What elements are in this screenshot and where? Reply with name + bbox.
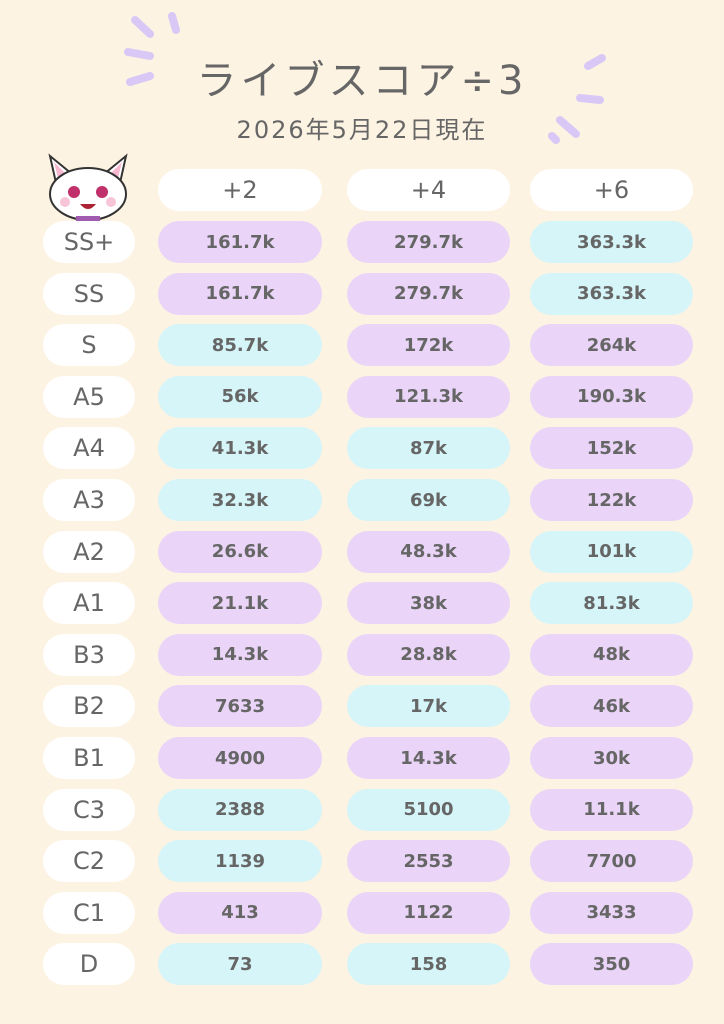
score-cell: 279.7k bbox=[347, 272, 510, 315]
score-cell: 2388 bbox=[158, 788, 322, 831]
row-label: A2 bbox=[43, 530, 135, 573]
score-cell: 363.3k bbox=[530, 272, 693, 315]
score-cell: 350 bbox=[530, 943, 693, 986]
score-cell: 101k bbox=[530, 530, 693, 573]
score-cell: 161.7k bbox=[158, 221, 322, 263]
row-label: S bbox=[43, 324, 135, 367]
subtitle: 2026年5月22日現在 bbox=[236, 116, 488, 144]
score-cell: 14.3k bbox=[347, 737, 510, 779]
score-cell: 413 bbox=[158, 891, 322, 934]
score-cell: 30k bbox=[530, 737, 693, 779]
score-cell: 38k bbox=[347, 582, 510, 625]
score-cell: 158 bbox=[347, 943, 510, 986]
score-cell: 122k bbox=[530, 479, 693, 521]
score-cell: 48k bbox=[530, 633, 693, 676]
row-label: B3 bbox=[43, 633, 135, 676]
title: ライブスコア÷3 bbox=[196, 58, 528, 104]
score-cell: 32.3k bbox=[158, 479, 322, 521]
row-label: B2 bbox=[43, 685, 135, 728]
row-label: B1 bbox=[43, 737, 135, 779]
score-cell: 1122 bbox=[347, 891, 510, 934]
score-cell: 4900 bbox=[158, 737, 322, 779]
row-label: SS bbox=[43, 272, 135, 315]
score-cell: 152k bbox=[530, 427, 693, 470]
score-cell: 48.3k bbox=[347, 530, 510, 573]
score-cell: 161.7k bbox=[158, 272, 322, 315]
column-header: +4 bbox=[347, 169, 510, 211]
row-label: A5 bbox=[43, 375, 135, 418]
score-cell: 172k bbox=[347, 324, 510, 367]
column-header: +6 bbox=[530, 169, 693, 211]
row-label: A1 bbox=[43, 582, 135, 625]
score-cell: 41.3k bbox=[158, 427, 322, 470]
score-cell: 21.1k bbox=[158, 582, 322, 625]
score-cell: 2553 bbox=[347, 840, 510, 883]
decoration bbox=[124, 12, 606, 144]
score-cell: 3433 bbox=[530, 891, 693, 934]
row-label: C3 bbox=[43, 788, 135, 831]
score-cell: 26.6k bbox=[158, 530, 322, 573]
row-label: D bbox=[43, 943, 135, 986]
score-cell: 11.1k bbox=[530, 788, 693, 831]
score-cell: 5100 bbox=[347, 788, 510, 831]
score-cell: 85.7k bbox=[158, 324, 322, 367]
score-cell: 363.3k bbox=[530, 221, 693, 263]
score-cell: 17k bbox=[347, 685, 510, 728]
row-label: C1 bbox=[43, 891, 135, 934]
score-cell: 121.3k bbox=[347, 375, 510, 418]
score-cell: 81.3k bbox=[530, 582, 693, 625]
score-cell: 1139 bbox=[158, 840, 322, 883]
score-cell: 69k bbox=[347, 479, 510, 521]
column-header: +2 bbox=[158, 169, 322, 211]
score-cell: 28.8k bbox=[347, 633, 510, 676]
score-cell: 87k bbox=[347, 427, 510, 470]
row-label: A4 bbox=[43, 427, 135, 470]
score-cell: 7700 bbox=[530, 840, 693, 883]
row-label: A3 bbox=[43, 479, 135, 521]
score-cell: 7633 bbox=[158, 685, 322, 728]
score-cell: 46k bbox=[530, 685, 693, 728]
row-label: SS+ bbox=[43, 221, 135, 263]
score-cell: 279.7k bbox=[347, 221, 510, 263]
score-cell: 190.3k bbox=[530, 375, 693, 418]
cat-mascot bbox=[48, 153, 128, 222]
score-cell: 14.3k bbox=[158, 633, 322, 676]
score-cell: 56k bbox=[158, 375, 322, 418]
row-label: C2 bbox=[43, 840, 135, 883]
score-cell: 73 bbox=[158, 943, 322, 986]
score-cell: 264k bbox=[530, 324, 693, 367]
